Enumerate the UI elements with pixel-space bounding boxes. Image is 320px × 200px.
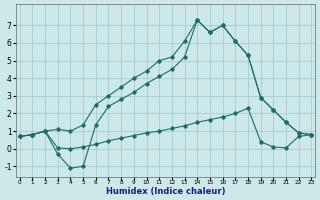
X-axis label: Humidex (Indice chaleur): Humidex (Indice chaleur) [106, 187, 225, 196]
